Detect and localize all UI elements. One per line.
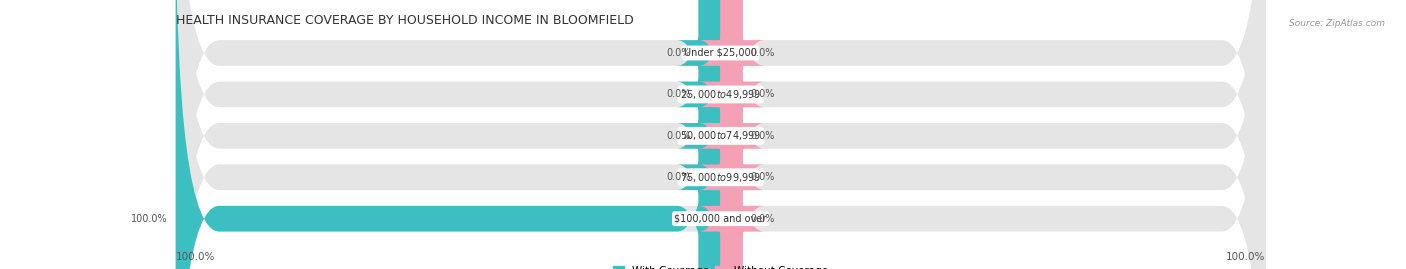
Legend: With Coverage, Without Coverage: With Coverage, Without Coverage [609,261,832,269]
Text: 0.0%: 0.0% [666,48,690,58]
Text: 100.0%: 100.0% [1226,252,1265,262]
FancyBboxPatch shape [176,0,721,269]
FancyBboxPatch shape [176,0,1265,269]
Text: $50,000 to $74,999: $50,000 to $74,999 [681,129,761,142]
Text: 0.0%: 0.0% [751,89,775,100]
Text: 0.0%: 0.0% [751,131,775,141]
FancyBboxPatch shape [699,0,765,269]
Text: $25,000 to $49,999: $25,000 to $49,999 [681,88,761,101]
FancyBboxPatch shape [699,0,765,269]
Text: $75,000 to $99,999: $75,000 to $99,999 [681,171,761,184]
Text: 0.0%: 0.0% [751,172,775,182]
Text: 0.0%: 0.0% [666,89,690,100]
FancyBboxPatch shape [176,0,1265,269]
Text: $100,000 and over: $100,000 and over [675,214,766,224]
Text: 0.0%: 0.0% [666,131,690,141]
FancyBboxPatch shape [699,0,765,269]
FancyBboxPatch shape [678,0,742,269]
Text: 0.0%: 0.0% [751,48,775,58]
FancyBboxPatch shape [678,0,742,269]
FancyBboxPatch shape [176,0,1265,269]
FancyBboxPatch shape [699,0,765,269]
Text: 0.0%: 0.0% [666,172,690,182]
Text: 0.0%: 0.0% [751,214,775,224]
Text: Source: ZipAtlas.com: Source: ZipAtlas.com [1289,19,1385,28]
FancyBboxPatch shape [176,0,1265,269]
Text: Under $25,000: Under $25,000 [685,48,756,58]
FancyBboxPatch shape [678,0,742,269]
Text: 100.0%: 100.0% [131,214,167,224]
FancyBboxPatch shape [176,0,1265,269]
Text: HEALTH INSURANCE COVERAGE BY HOUSEHOLD INCOME IN BLOOMFIELD: HEALTH INSURANCE COVERAGE BY HOUSEHOLD I… [176,14,634,27]
FancyBboxPatch shape [699,0,765,269]
FancyBboxPatch shape [678,0,742,269]
Text: 100.0%: 100.0% [176,252,215,262]
